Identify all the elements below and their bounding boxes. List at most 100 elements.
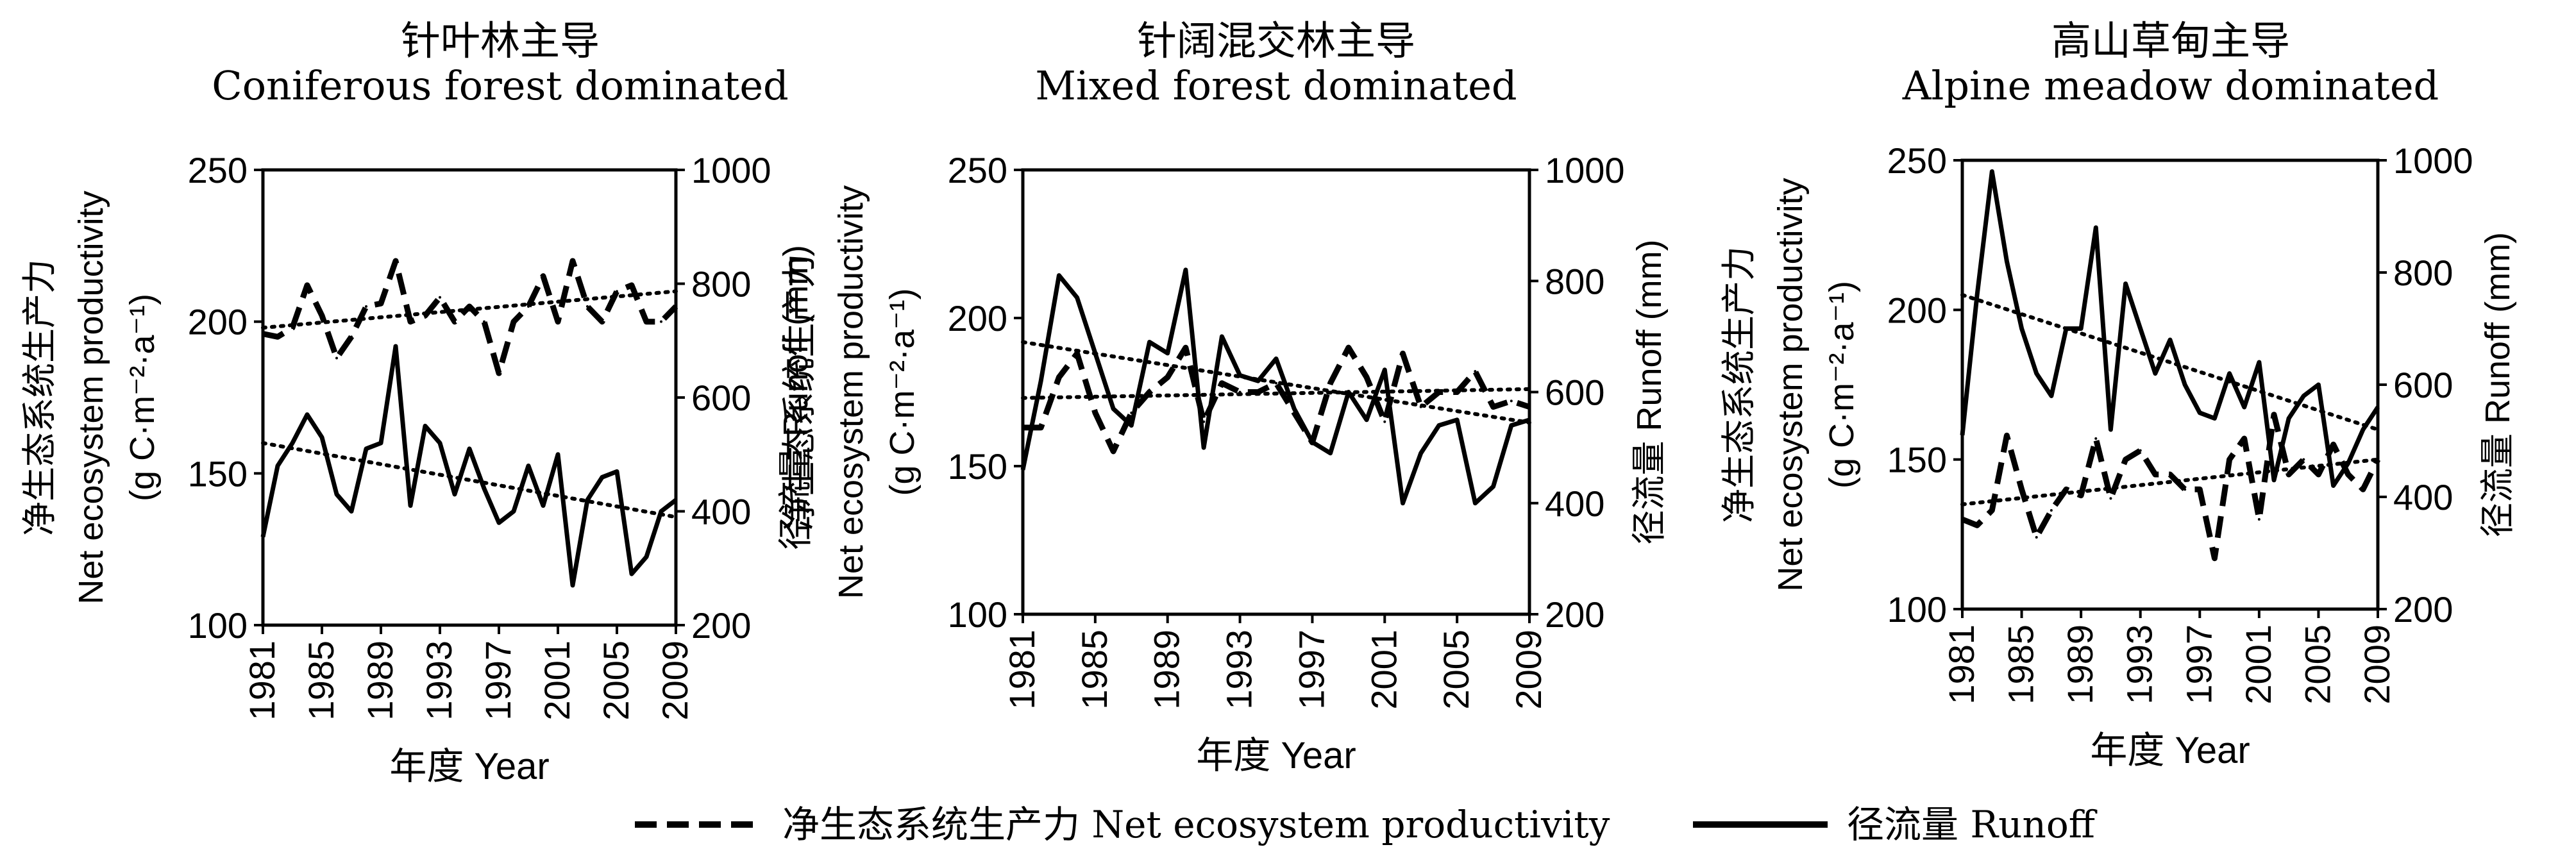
runoff-point [1184,268,1187,271]
runoff-point [439,442,441,444]
runoff-series-line [1960,169,2380,488]
y-right-tick-label: 600 [691,378,751,418]
x-tick-label: 1997 [2178,624,2219,705]
npp-point [1961,518,1964,521]
y-right-tick-label: 1000 [691,150,771,190]
y-right-axis-label: 径流量 Runoff (mm) [1630,239,1669,544]
npp-point [335,356,338,360]
chart-title-en: Coniferous forest dominated [212,62,788,109]
y-right-tick-label: 800 [691,264,751,305]
y-left-tick-label: 200 [948,298,1007,339]
x-tick-label: 1993 [2119,624,2160,705]
npp-point [645,320,648,323]
runoff-point [380,442,382,444]
npp-point [1057,376,1061,379]
y-right-tick-label: 1000 [2393,140,2473,181]
runoff-point [409,504,412,507]
npp-point [498,372,500,375]
npp-point [365,305,367,308]
npp-point [1976,524,1979,527]
npp-point [2302,458,2305,461]
x-tick-label: 1997 [1291,630,1331,710]
npp-point [468,305,471,308]
npp-point [1166,376,1169,379]
npp-trend-line [261,289,678,330]
npp-point [2035,536,2038,539]
npp-point [1347,346,1350,349]
x-axis-label: 年度 Year [389,746,549,787]
npp-point [2243,437,2246,440]
npp-point [2080,494,2083,497]
runoff-point [2377,406,2379,408]
runoff-point [2139,327,2142,330]
runoff-point [1991,170,1994,173]
runoff-point [1148,340,1151,344]
npp-point [2020,488,2023,491]
x-axis-label: 年度 Year [2090,730,2250,771]
x-tick-label: 1989 [1147,630,1187,710]
y-left-axis-label: 净生态系统生产力 [1720,246,1758,523]
runoff-point [276,464,279,467]
runoff-point [557,453,559,456]
x-tick-label: 2001 [2238,624,2278,705]
x-tick-label: 1989 [2060,624,2100,705]
runoff-point [1057,274,1061,277]
legend-runoff-label: 径流量 Runoff [1847,803,2098,846]
npp-point [2065,488,2067,491]
x-tick-label: 2005 [596,641,636,721]
npp-point [1275,381,1277,385]
npp-point [1528,405,1531,408]
npp-point [1075,352,1079,355]
legend-npp-label: 净生态系统生产力 Net ecosystem productivity [782,803,1610,846]
npp-point [2287,473,2291,476]
y-left-axis-label: Net ecosystem productivity [72,190,110,604]
runoff-point [1474,501,1477,505]
npp-point [1220,381,1224,385]
runoff-point [2153,372,2157,375]
npp-point [2198,488,2201,491]
runoff-point [2050,394,2053,398]
runoff-point [571,583,574,587]
y-left-axis-label: (g C·m⁻²·a⁻¹) [123,294,162,501]
runoff-point [291,442,294,444]
runoff-point [468,447,471,450]
runoff-point [2287,417,2291,420]
y-left-axis-label: 净生态系统生产力 [780,254,819,531]
y-left-tick-label: 250 [948,150,1007,190]
runoff-point [1419,451,1422,455]
npp-point [2346,473,2350,476]
x-tick-label: 1997 [478,641,518,721]
runoff-point [1293,407,1296,410]
y-left-axis-label: (g C·m⁻²·a⁻¹) [1823,281,1861,489]
x-tick-label: 2001 [537,641,577,721]
y-left-axis-label: (g C·m⁻²·a⁻¹) [883,289,922,496]
runoff-point [2243,406,2246,408]
runoff-point [1456,418,1459,421]
runoff-point [1275,357,1277,360]
runoff-point [2184,383,2187,386]
x-tick-label: 2005 [2297,624,2337,705]
npp-point [409,320,412,323]
x-tick-label: 2001 [1363,630,1404,710]
plot-area [261,168,678,627]
y-right-tick-label: 600 [1545,373,1604,413]
npp-point [675,305,677,308]
x-tick-label: 1985 [1074,630,1115,710]
runoff-point [1311,440,1314,444]
y-right-tick-label: 200 [691,605,751,646]
npp-point [380,302,382,305]
npp-point [2213,557,2216,560]
npp-point [453,320,456,323]
x-tick-label: 2009 [2357,624,2397,705]
y-left-axis-label: Net ecosystem productivity [1771,178,1810,591]
npp-point [542,274,544,278]
npp-trend-line [1960,457,2380,507]
runoff-point [660,510,662,513]
runoff-point [2257,361,2260,364]
runoff-point [2124,282,2127,285]
chart-title-en: Mixed forest dominated [1035,62,1517,109]
npp-point [1510,399,1513,403]
runoff-point [394,345,397,348]
npp-point [2184,488,2187,491]
